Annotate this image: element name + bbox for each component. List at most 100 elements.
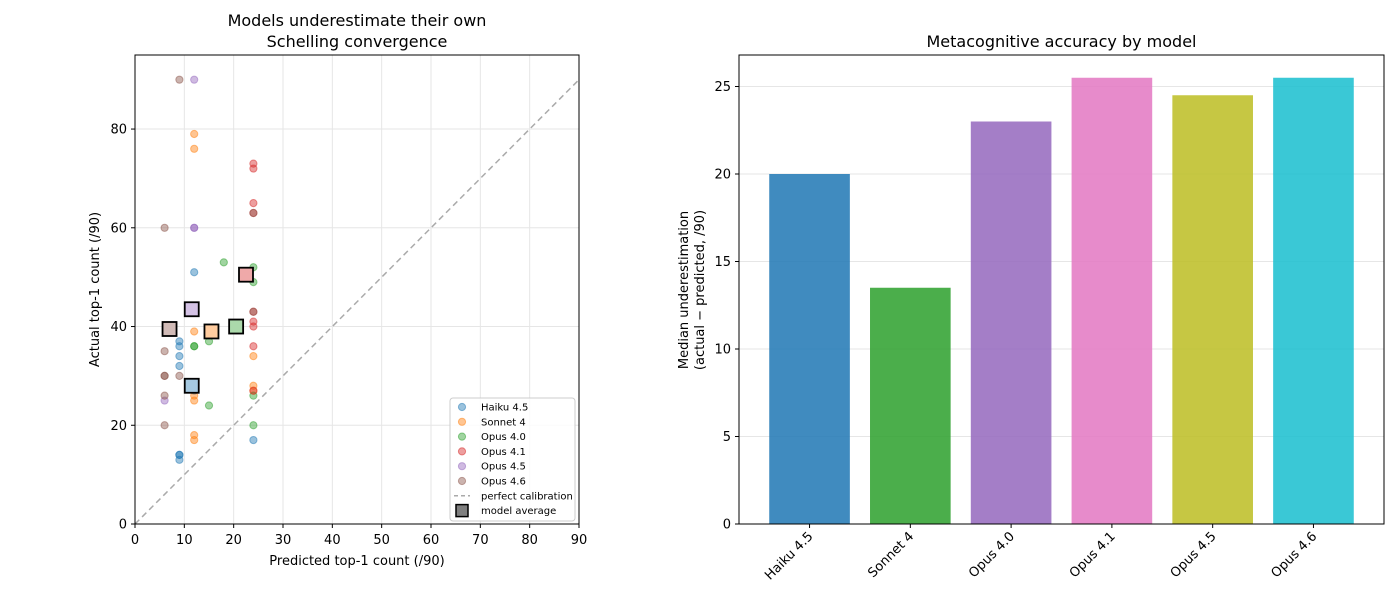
bar-opus-4-1: [1071, 77, 1153, 524]
scatter-point-opus-4-1: [249, 317, 258, 326]
scatter-point-opus-4-6: [249, 208, 258, 218]
average-marker-backing-opus-4-0: [229, 319, 244, 334]
scatter-point-opus-4-6: [175, 371, 184, 380]
legend-label-perfect-calibration: perfect calibration: [481, 491, 573, 502]
legend-label-opus-4-1: Opus 4.1: [481, 447, 526, 458]
legend-box: [449, 397, 576, 522]
legend-marker-opus-4-1: [457, 447, 467, 456]
scatter-y-tick-label: 40: [110, 320, 127, 335]
legend-marker-sonnet-4: [457, 417, 467, 426]
bar-series: [769, 77, 1354, 524]
scatter-point-opus-4-5: [190, 75, 199, 84]
scatter-point-haiku-4-5: [249, 435, 258, 445]
average-marker-backing-opus-4-1: [239, 267, 253, 282]
scatter-y-tick-label: 80: [110, 123, 127, 138]
average-marker-backing-opus-4-5: [184, 302, 199, 317]
legend-label-haiku-4-5: Haiku 4.5: [481, 403, 528, 414]
scatter-x-ticks: 0 10 20 30 40 50 60 70 80 90: [131, 524, 587, 548]
bar-y-tick-label: 5: [723, 430, 731, 445]
scatter-x-tick-label: 40: [324, 533, 341, 548]
scatter-point-opus-4-6: [160, 371, 169, 380]
bar-y-axis-label-line-1: Median underestimation: [677, 211, 692, 369]
scatter-point-opus-4-1: [249, 159, 258, 168]
scatter-point-sonnet-4: [249, 352, 258, 361]
average-marker-sonnet-4: [203, 323, 220, 340]
scatter-title-line-2: Schelling convergence: [267, 32, 448, 51]
bar-opus-4-6: [1273, 77, 1354, 524]
scatter-point-opus-4-6: [160, 391, 169, 400]
scatter-point-opus-4-6: [160, 421, 169, 430]
scatter-x-tick-label: 80: [521, 533, 538, 548]
scatter-title-line-1: Models underestimate their own: [228, 11, 487, 30]
average-marker-backing-sonnet-4: [204, 324, 219, 339]
scatter-point-haiku-4-5: [190, 268, 199, 277]
bar-y-tick-label: 10: [714, 343, 731, 358]
scatter-point-opus-4-5: [190, 223, 199, 232]
legend-label-opus-4-5: Opus 4.5: [481, 462, 526, 473]
scatter-point-sonnet-4: [190, 129, 199, 139]
scatter-x-tick-label: 50: [373, 533, 390, 548]
legend-label-opus-4-6: Opus 4.6: [481, 477, 526, 488]
scatter-point-sonnet-4: [190, 431, 199, 440]
scatter-point-sonnet-4: [190, 144, 199, 153]
average-marker-opus-4-1: [238, 266, 254, 283]
scatter-point-opus-4-6: [160, 223, 169, 232]
scatter-point-opus-4-0: [204, 401, 214, 410]
scatter-point-opus-4-0: [249, 421, 258, 430]
scatter-point-opus-4-1: [249, 199, 258, 208]
scatter-point-opus-4-0: [219, 258, 228, 267]
scatter-point-opus-4-6: [175, 75, 184, 84]
legend-marker-opus-4-6: [457, 476, 467, 486]
scatter-x-tick-label: 0: [131, 533, 139, 548]
scatter-point-haiku-4-5: [175, 352, 184, 361]
bar-y-tick-label: 0: [723, 518, 731, 533]
average-marker-backing-haiku-4-5: [184, 378, 199, 393]
scatter-point-opus-4-6: [160, 347, 169, 356]
average-marker-haiku-4-5: [183, 377, 200, 394]
legend-marker-haiku-4-5: [457, 402, 467, 412]
scatter-x-axis-label: Predicted top-1 count (/90): [269, 554, 444, 569]
scatter-x-tick-label: 30: [275, 533, 292, 548]
average-marker-opus-4-0: [228, 318, 245, 335]
scatter-legend: Haiku 4.5 Sonnet 4 Opus 4.0 Opus 4.1 Opus 4.…: [449, 397, 576, 522]
legend-label-model-average: model average: [481, 506, 556, 517]
scatter-chart: Models underestimate their own Schelling…: [88, 11, 587, 569]
bar-y-tick-label: 20: [714, 168, 731, 183]
scatter-point-opus-4-0: [190, 342, 199, 351]
scatter-x-tick-label: 70: [472, 533, 489, 548]
legend-marker-opus-4-0: [457, 432, 467, 441]
scatter-x-tick-label: 10: [176, 533, 193, 548]
scatter-x-tick-label: 20: [225, 533, 242, 548]
scatter-plot-frame: [134, 54, 580, 525]
scatter-y-tick-label: 0: [119, 518, 127, 533]
scatter-point-opus-4-1: [249, 386, 258, 395]
scatter-x-tick-label: 60: [423, 533, 440, 548]
perfect-calibration-diagonal: [134, 79, 580, 525]
average-marker-backing-opus-4-6: [162, 321, 177, 336]
bar-y-tick-label: 15: [714, 255, 731, 270]
legend-label-sonnet-4: Sonnet 4: [481, 417, 526, 428]
bar-opus-4-5: [1172, 95, 1253, 524]
bar-y-tick-label: 25: [714, 80, 731, 95]
scatter-y-ticks: 0 20 40 60 80: [110, 123, 135, 533]
scatter-points: [160, 75, 258, 464]
scatter-point-haiku-4-5: [175, 450, 184, 459]
scatter-y-tick-label: 60: [110, 221, 127, 236]
bar-title: Metacognitive accuracy by model: [927, 32, 1197, 51]
bar-y-ticks: 0 5 10 15 20 25: [714, 80, 739, 533]
scatter-point-opus-4-6: [249, 307, 258, 316]
bar-y-axis-label-line-2: (actual − predicted, /90): [693, 210, 708, 370]
scatter-y-axis-label: Actual top-1 count (/90): [88, 212, 103, 367]
bar-chart: Metacognitive accuracy by model 0 5 10 15 20…: [677, 32, 1385, 583]
scatter-point-opus-4-1: [249, 342, 258, 351]
legend-label-opus-4-0: Opus 4.0: [481, 432, 526, 443]
average-marker-opus-4-5: [183, 301, 200, 318]
bar-plot-frame: [738, 54, 1385, 525]
legend-marker-model-average: [455, 503, 469, 518]
average-marker-opus-4-6: [161, 321, 178, 337]
scatter-point-haiku-4-5: [175, 361, 184, 371]
bar-sonnet-4: [870, 287, 951, 524]
scatter-point-haiku-4-5: [175, 337, 184, 346]
legend-marker-opus-4-5: [457, 462, 467, 471]
